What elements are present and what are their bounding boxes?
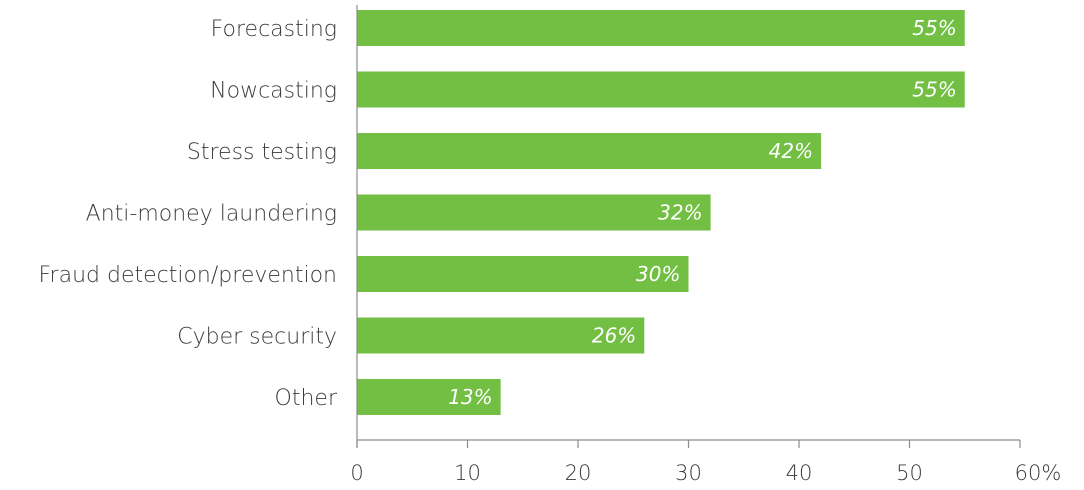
category-label: Cyber security bbox=[177, 325, 337, 350]
category-label: Anti-money laundering bbox=[86, 202, 337, 227]
category-label: Stress testing bbox=[187, 140, 337, 165]
bars-group bbox=[357, 10, 965, 415]
category-label: Nowcasting bbox=[210, 79, 337, 104]
bar bbox=[357, 317, 645, 354]
bar bbox=[357, 379, 501, 415]
x-tick-label: 40 bbox=[786, 461, 813, 485]
bar bbox=[357, 194, 711, 231]
category-labels: Forecasting Nowcasting Stress testing Anti-… bbox=[39, 17, 338, 411]
x-ticks: 0 10 20 30 40 50 60% bbox=[350, 440, 1061, 485]
x-tick-label: 20 bbox=[565, 461, 592, 485]
bar bbox=[357, 133, 822, 169]
bar-data-label: 30% bbox=[636, 262, 680, 286]
x-tick-label: 30 bbox=[675, 461, 702, 485]
x-tick-label: 10 bbox=[454, 461, 481, 485]
x-tick-label: 0 bbox=[350, 461, 363, 485]
bar-data-label: 55% bbox=[912, 78, 956, 102]
category-label: Fraud detection/prevention bbox=[39, 263, 338, 288]
bar bbox=[357, 10, 965, 46]
bar-data-label: 55% bbox=[912, 16, 956, 40]
bar-data-label: 42% bbox=[769, 139, 813, 163]
bar-data-label: 32% bbox=[658, 201, 702, 225]
bar-data-label: 13% bbox=[448, 385, 492, 409]
bar-data-label: 26% bbox=[592, 324, 636, 348]
bar bbox=[357, 256, 689, 292]
x-tick-label: 50 bbox=[896, 461, 923, 485]
data-labels: 55% 55% 42% 32% 30% 26% 13% bbox=[448, 16, 957, 409]
x-tick-label: 60% bbox=[1015, 461, 1062, 485]
category-label: Other bbox=[275, 386, 338, 411]
category-label: Forecasting bbox=[211, 17, 337, 42]
bar bbox=[357, 71, 965, 108]
